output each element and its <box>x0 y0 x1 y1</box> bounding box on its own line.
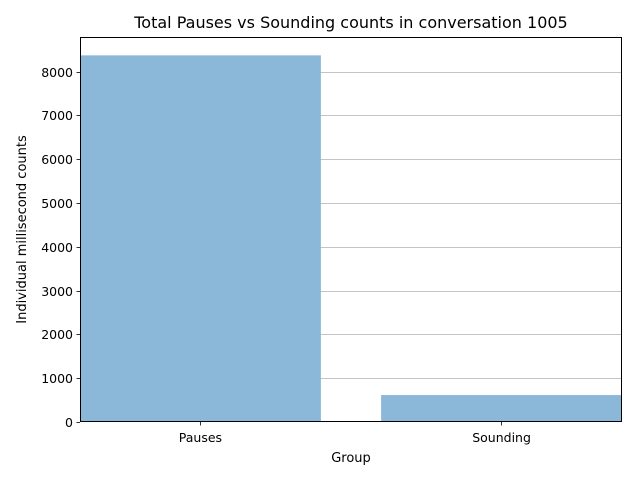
y-tick-label: 2000 <box>41 327 73 342</box>
y-tick-label: 8000 <box>41 65 73 80</box>
x-tick-label: Pauses <box>179 430 222 445</box>
x-axis-label: Group <box>331 451 371 466</box>
y-axis-ticks: 0 1000 2000 3000 4000 5000 6000 7000 8000 <box>41 65 80 430</box>
y-tick-label: 5000 <box>41 196 73 211</box>
plot-frame <box>80 37 622 422</box>
x-axis-ticks: Pauses Sounding <box>179 422 531 445</box>
x-tick-label: Sounding <box>472 430 531 445</box>
y-tick-label: 3000 <box>41 284 73 299</box>
y-tick-label: 7000 <box>41 108 73 123</box>
y-axis-label: Individual millisecond counts <box>15 135 30 324</box>
chart-title: Total Pauses vs Sounding counts in conve… <box>133 13 567 32</box>
bar-pauses <box>80 55 321 423</box>
y-tick-label: 1000 <box>41 371 73 386</box>
bars <box>80 55 622 423</box>
y-tick-label: 4000 <box>41 240 73 255</box>
y-tick-label: 0 <box>65 415 73 430</box>
bar-sounding <box>381 395 622 422</box>
y-tick-label: 6000 <box>41 152 73 167</box>
